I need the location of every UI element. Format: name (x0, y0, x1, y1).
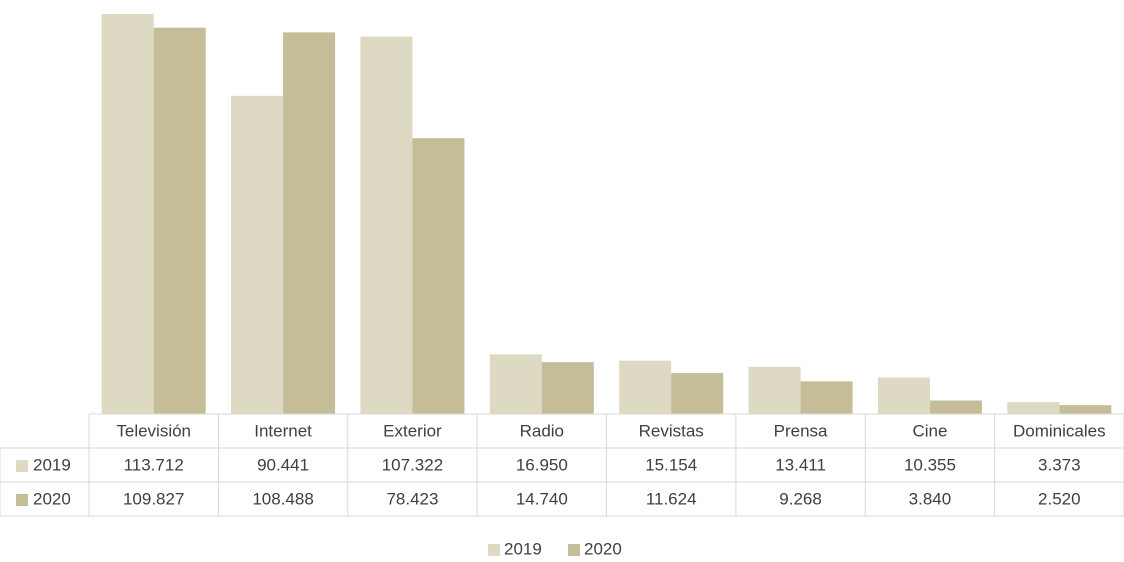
bar (619, 360, 672, 414)
bar (283, 32, 336, 414)
bar (1007, 402, 1060, 414)
value-label: 16.950 (516, 455, 568, 474)
category-label: Exterior (383, 421, 442, 440)
bar (877, 377, 930, 414)
category-label: Dominicales (1013, 421, 1106, 440)
category-label: Televisión (116, 421, 191, 440)
category-label: Radio (520, 421, 564, 440)
bar (748, 366, 801, 414)
bar (1059, 405, 1112, 414)
bar (360, 36, 413, 414)
bar (153, 27, 206, 414)
value-label: 90.441 (257, 455, 309, 474)
value-label: 3.840 (909, 489, 952, 508)
legend-label: 2019 (504, 539, 542, 558)
value-label: 109.827 (123, 489, 184, 508)
bar (412, 138, 465, 415)
value-label: 13.411 (775, 455, 826, 474)
value-label: 108.488 (252, 489, 313, 508)
series-label: 2019 (33, 455, 71, 474)
category-label: Prensa (774, 421, 828, 440)
value-label: 11.624 (646, 489, 697, 508)
bar (231, 95, 284, 414)
value-label: 78.423 (386, 489, 438, 508)
value-label: 9.268 (779, 489, 822, 508)
value-label: 14.740 (516, 489, 568, 508)
bar (671, 373, 724, 414)
category-label: Cine (912, 421, 947, 440)
bar (489, 354, 542, 414)
value-label: 107.322 (382, 455, 443, 474)
series-label: 2020 (33, 489, 71, 508)
legend-label: 2020 (584, 539, 622, 558)
value-label: 113.712 (124, 455, 184, 474)
bar (101, 14, 154, 414)
legend-key (16, 460, 28, 472)
value-label: 10.355 (904, 455, 956, 474)
bar (929, 400, 982, 414)
bar (800, 381, 853, 414)
legend-key (568, 544, 580, 556)
legend-key (16, 494, 28, 506)
bar (541, 362, 594, 414)
category-label: Revistas (639, 421, 704, 440)
category-label: Internet (254, 421, 312, 440)
legend-key (488, 544, 500, 556)
value-label: 3.373 (1038, 455, 1081, 474)
value-label: 2.520 (1038, 489, 1081, 508)
value-label: 15.154 (645, 455, 697, 474)
